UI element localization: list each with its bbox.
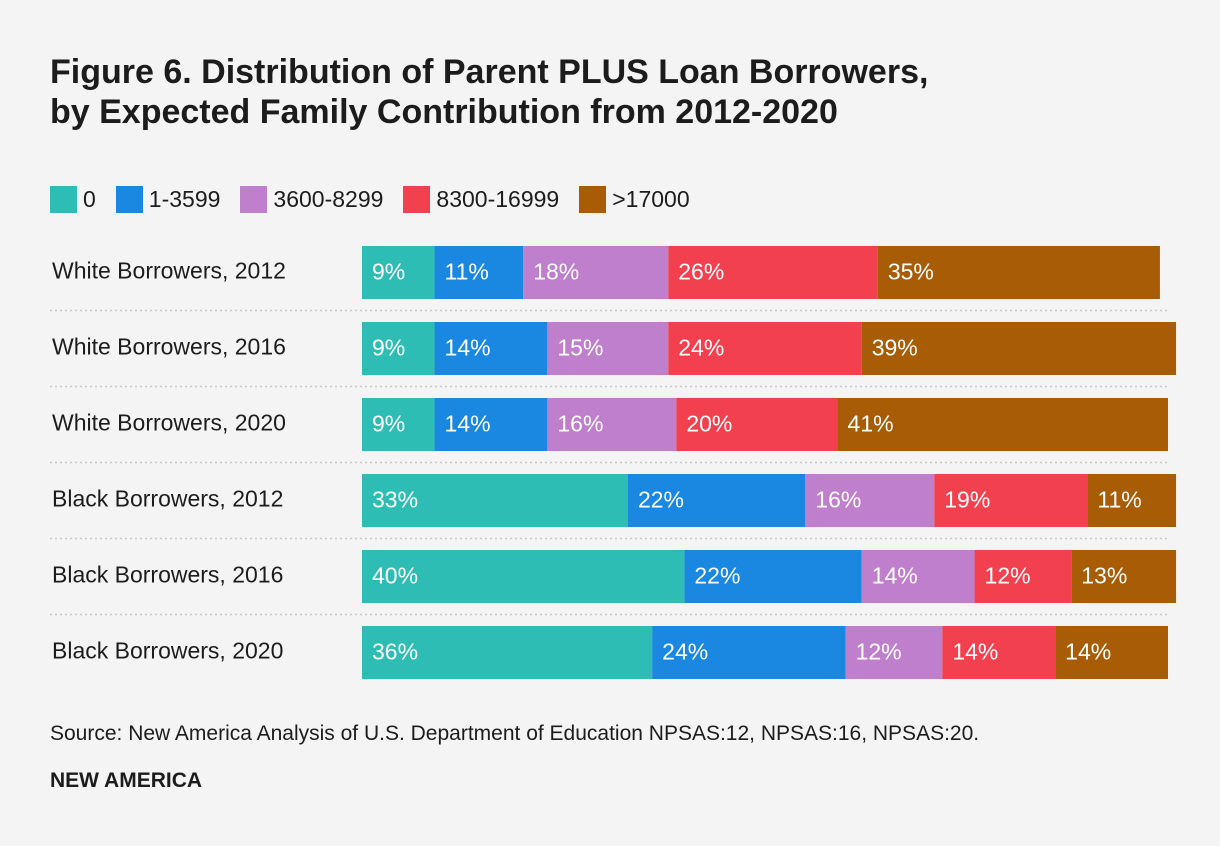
bar-segment [837, 398, 1168, 451]
bar-segment [362, 626, 653, 679]
bar-segment [668, 246, 878, 299]
value-label: 9% [372, 411, 405, 437]
legend-swatch [579, 186, 607, 213]
value-label: 12% [985, 563, 1031, 589]
value-label: 24% [678, 335, 724, 361]
value-label: 14% [445, 335, 491, 361]
value-label: 18% [533, 259, 579, 285]
legend: 0 1-3599 3600-8299 8300-16999 >17000 [50, 186, 690, 213]
bar-segment [845, 626, 943, 679]
bar-segment [523, 246, 669, 299]
legend-swatch [240, 186, 268, 213]
y-tick-label: White Borrowers, 2012 [52, 258, 286, 284]
bar-segment [668, 322, 862, 375]
bar-segment [877, 246, 1160, 299]
bar-segment [1071, 550, 1177, 603]
value-label: 14% [445, 411, 491, 437]
value-label: 14% [952, 639, 998, 665]
bar-segment [1087, 474, 1177, 527]
legend-item: 3600-8299 [240, 186, 383, 213]
source-note: Source: New America Analysis of U.S. Dep… [50, 722, 980, 745]
value-label: 16% [557, 411, 603, 437]
brand: NEW AMERICA [50, 769, 203, 792]
legend-label: >17000 [612, 186, 690, 212]
legend-label: 1-3599 [148, 186, 221, 212]
value-label: 26% [678, 259, 724, 285]
value-label: 14% [1065, 639, 1111, 665]
legend-swatch [115, 186, 143, 213]
bar-segment [362, 322, 435, 375]
y-tick-label: Black Borrowers, 2012 [52, 486, 283, 512]
legend-swatch [50, 186, 77, 213]
bar-segment [805, 474, 935, 527]
value-label: 40% [372, 563, 418, 589]
bar-segment [627, 474, 806, 527]
chart-title: Figure 6. Distribution of Parent PLUS Lo… [50, 53, 929, 131]
bar-segment [434, 246, 524, 299]
bar-segment [942, 626, 1056, 679]
value-label: 39% [872, 335, 918, 361]
value-label: 11% [445, 259, 489, 285]
value-label: 22% [694, 563, 740, 589]
bar-segment [974, 550, 1072, 603]
value-label: 14% [872, 563, 918, 589]
legend-label: 0 [83, 186, 96, 212]
value-label: 11% [1097, 487, 1141, 513]
value-label: 9% [372, 259, 405, 285]
legend-swatch [403, 186, 431, 213]
bar-segment [861, 322, 1177, 375]
bar-segment [652, 626, 846, 679]
value-label: 19% [944, 487, 990, 513]
value-label: 15% [557, 335, 603, 361]
value-label: 24% [662, 639, 708, 665]
legend-label: 8300-16999 [436, 186, 560, 212]
bar-segment [362, 550, 685, 603]
value-label: 36% [372, 639, 418, 665]
bar-segment [1055, 626, 1168, 679]
legend-item: 0 [50, 186, 96, 213]
y-tick-label: Black Borrowers, 2016 [52, 562, 283, 588]
legend-item: >17000 [579, 186, 690, 213]
value-label: 9% [372, 335, 405, 361]
bar-segment [676, 398, 838, 451]
bar-segment [362, 246, 435, 299]
bar-segment [934, 474, 1088, 527]
value-label: 41% [848, 411, 894, 437]
bar-segment [547, 322, 669, 375]
bar-segment [684, 550, 862, 603]
bar-segment [362, 474, 628, 527]
value-label: 12% [856, 639, 902, 665]
value-label: 20% [686, 411, 732, 437]
legend-item: 1-3599 [115, 186, 221, 213]
y-tick-label: Black Borrowers, 2020 [52, 638, 283, 664]
bar-segment [434, 398, 548, 451]
legend-item: 8300-16999 [403, 186, 559, 213]
legend-label: 3600-8299 [273, 186, 384, 212]
value-label: 13% [1081, 563, 1127, 589]
value-label: 35% [888, 259, 934, 285]
value-label: 33% [372, 487, 418, 513]
bar-segment [861, 550, 975, 603]
bar-segment [547, 398, 677, 451]
y-tick-label: White Borrowers, 2020 [52, 410, 286, 436]
bar-segment [362, 398, 435, 451]
y-tick-label: White Borrowers, 2016 [52, 334, 286, 360]
value-label: 16% [815, 487, 861, 513]
bar-segment [434, 322, 548, 375]
value-label: 22% [638, 487, 684, 513]
